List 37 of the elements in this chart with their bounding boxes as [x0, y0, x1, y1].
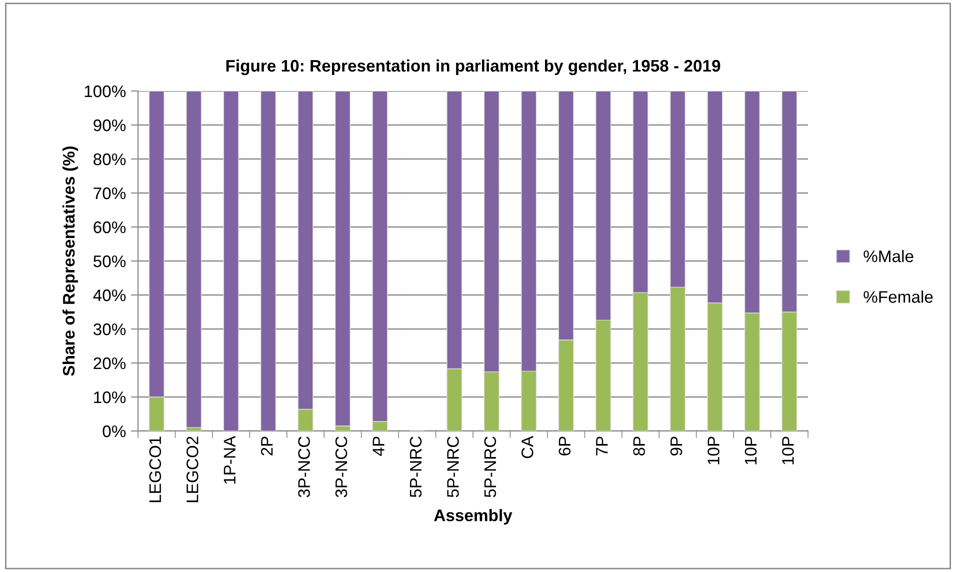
x-tick-label: 1P-NA [224, 436, 236, 484]
chart-title: Figure 10: Representation in parliament by gender, 1958 - 2019 [226, 59, 720, 76]
y-tick-label: 40% [93, 289, 126, 302]
x-tick-label: 5P-NRC [447, 436, 459, 498]
x-axis-title: Assembly [434, 509, 512, 525]
y-tick-label: 10% [94, 391, 126, 404]
x-tick-label: 5P-NRC [410, 436, 422, 498]
legend-label: %Male [864, 250, 914, 262]
y-tick-label: 50% [94, 255, 126, 268]
y-tick-label: 0% [102, 425, 126, 438]
legend-label: %Female [864, 290, 933, 303]
x-tick-label: 5P-NRC [484, 436, 496, 498]
x-tick-label: 2P [260, 436, 273, 456]
bar [223, 91, 239, 431]
y-tick-label: 30% [93, 323, 126, 336]
x-tick-label: 4P [372, 436, 384, 456]
x-tick-label: 6P [558, 436, 571, 456]
x-tick-label: 8P [633, 436, 645, 456]
x-tick-label: 10P [708, 436, 720, 464]
y-tick-label: 80% [94, 153, 126, 166]
bar [186, 91, 202, 428]
x-tick-label: 10P [744, 436, 757, 464]
x-tick-label: LEGCO2 [186, 436, 198, 502]
y-tick-label: 90% [94, 119, 126, 132]
x-tick-label: 3P-NCC [335, 436, 348, 498]
x-tick-label: 7P [596, 436, 608, 456]
x-tick-label: 3P-NCC [298, 436, 310, 498]
x-tick-label: CA [522, 436, 534, 458]
y-tick-label: 20% [94, 357, 126, 370]
y-tick-label: 60% [94, 221, 126, 234]
bar [260, 91, 276, 431]
x-tick-label: 10P [782, 436, 794, 464]
y-tick-label: 100% [84, 85, 126, 98]
x-tick-label: LEGCO1 [149, 436, 162, 502]
x-tick-label: 9P [670, 436, 682, 456]
y-tick-label: 70% [94, 187, 126, 200]
y-axis-title: Share of Representatives (%) [62, 146, 78, 376]
